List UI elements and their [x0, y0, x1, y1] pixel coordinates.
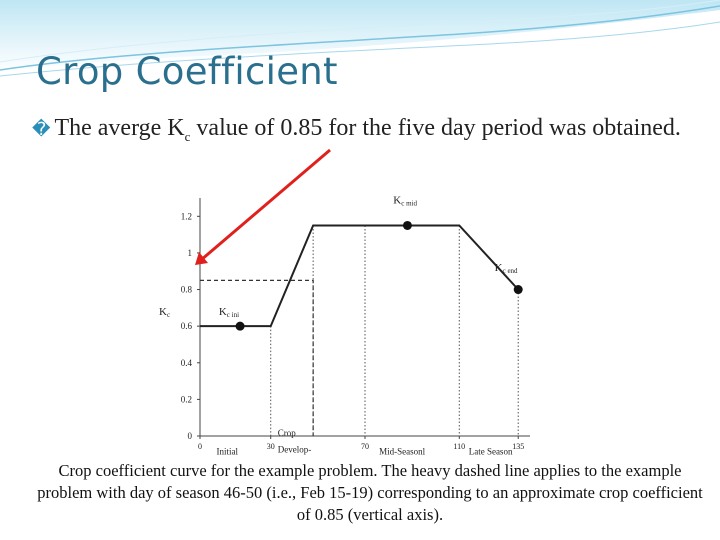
kc-point-label: Kc ini: [219, 306, 239, 319]
y-axis-label: Kc: [159, 306, 170, 319]
x-tick-label: 135: [512, 442, 524, 451]
kc-point-label: Kc mid: [393, 194, 417, 207]
kc-marker: [235, 321, 245, 331]
slide-title: Crop Coefficient: [36, 50, 338, 93]
kc-marker: [513, 285, 523, 295]
x-tick-label: 110: [453, 442, 465, 451]
stage-label: Develop-: [278, 444, 312, 454]
bullet-subscript: c: [184, 128, 191, 144]
bullet-text-part1: The averge K: [54, 115, 185, 141]
y-tick-label: 0.6: [181, 321, 193, 331]
bullet-icon: �: [32, 119, 51, 140]
kc-dashed-line: [200, 279, 314, 436]
kc-point-label: Kc end: [495, 262, 518, 275]
stage-label: Mid-Seasonl: [379, 446, 425, 455]
bullet-text-part2: value of 0.85 for the five day period wa…: [190, 115, 681, 141]
y-tick-label: 1: [188, 248, 193, 258]
y-tick-label: 0.4: [181, 358, 193, 368]
kc-curve: [200, 224, 519, 328]
x-tick-label: 70: [361, 442, 369, 451]
stage-label: Initial: [217, 446, 239, 455]
bullet-text: � The averge Kc value of 0.85 for the fiv…: [32, 113, 702, 152]
y-tick-label: 0.2: [181, 394, 192, 404]
decorative-wave-banner: [0, 0, 720, 77]
stage-label: Crop: [278, 428, 297, 438]
crop-coefficient-chart: 00.20.40.60.811.203070110135Time of Seas…: [159, 194, 530, 455]
x-tick-label: 30: [267, 442, 275, 451]
stage-label: Late Season: [469, 446, 513, 455]
kc-marker: [402, 220, 412, 230]
figure-caption: Crop coefficient curve for the example p…: [37, 461, 703, 524]
y-tick-label: 0.8: [181, 285, 193, 295]
y-tick-label: 0: [188, 431, 193, 441]
x-tick-label: 0: [198, 442, 202, 451]
y-tick-label: 1.2: [181, 211, 192, 221]
